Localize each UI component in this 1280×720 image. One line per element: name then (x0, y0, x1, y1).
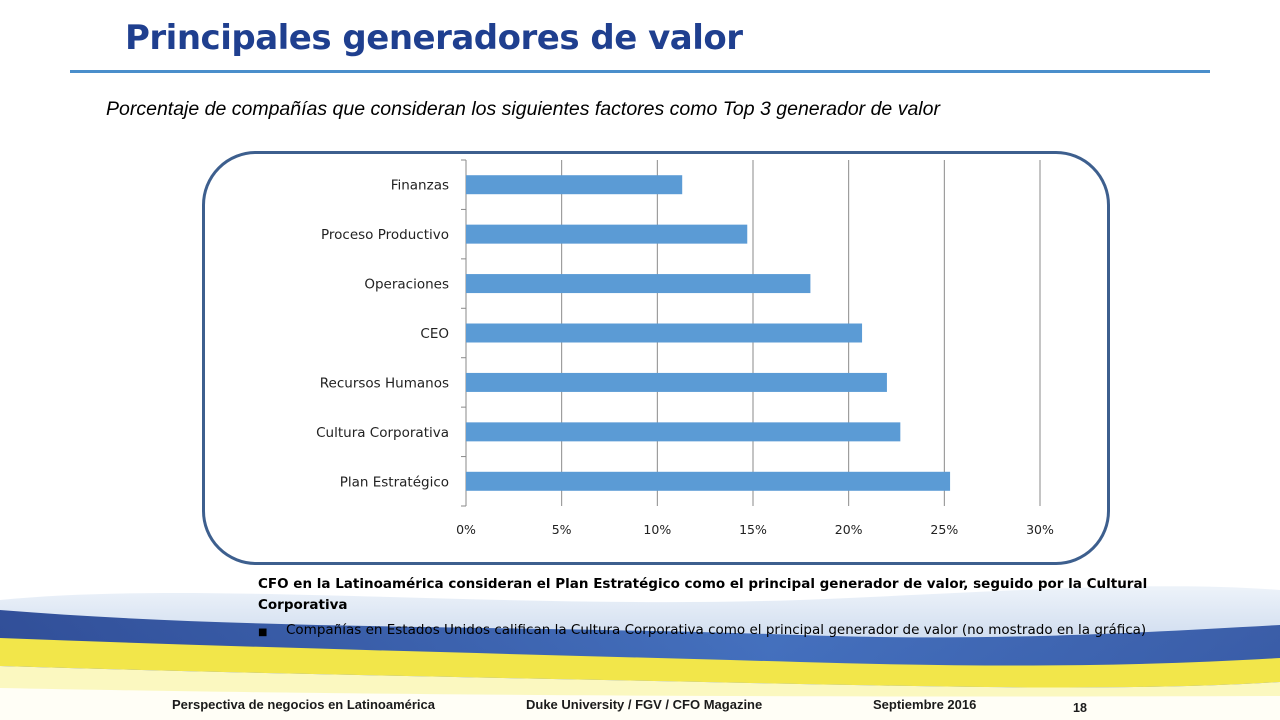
category-label: Proceso Productivo (321, 227, 449, 243)
x-tick-label: 10% (643, 522, 671, 537)
page-number: 18 (1073, 701, 1087, 715)
category-label: Recursos Humanos (320, 375, 449, 391)
footer-left: Perspectiva de negocios en Latinoamérica (172, 697, 435, 712)
category-label: Finanzas (391, 178, 449, 194)
bar (466, 175, 683, 195)
chart-subtitle: Porcentaje de compañías que consideran l… (106, 98, 940, 120)
bar (466, 471, 951, 491)
x-tick-label: 5% (552, 522, 572, 537)
bar (466, 372, 887, 392)
bar (466, 224, 748, 244)
category-label: CEO (420, 326, 449, 342)
bar (466, 422, 901, 442)
x-tick-label: 0% (456, 522, 476, 537)
footer-right: Septiembre 2016 (873, 697, 977, 712)
chart-notes: CFO en la Latinoamérica consideran el Pl… (258, 574, 1148, 643)
notes-lead: CFO en la Latinoamérica consideran el Pl… (258, 576, 1148, 613)
chart-frame (202, 151, 1110, 565)
x-tick-label: 25% (930, 522, 958, 537)
category-label: Cultura Corporativa (316, 425, 449, 441)
category-label: Operaciones (364, 277, 449, 293)
x-tick-label: 20% (835, 522, 863, 537)
x-tick-label: 15% (739, 522, 767, 537)
notes-bullet: ■ Compañías en Estados Unidos califican … (258, 620, 1148, 643)
square-bullet-icon: ■ (258, 627, 268, 638)
page-title: Principales generadores de valor (125, 18, 743, 58)
notes-bullet-text: Compañías en Estados Unidos califican la… (286, 622, 1147, 638)
footer-center: Duke University / FGV / CFO Magazine (526, 697, 763, 712)
bar (466, 323, 863, 343)
category-label: Plan Estratégico (340, 474, 449, 490)
bar (466, 274, 811, 294)
x-tick-label: 30% (1026, 522, 1054, 537)
title-divider (70, 70, 1210, 73)
